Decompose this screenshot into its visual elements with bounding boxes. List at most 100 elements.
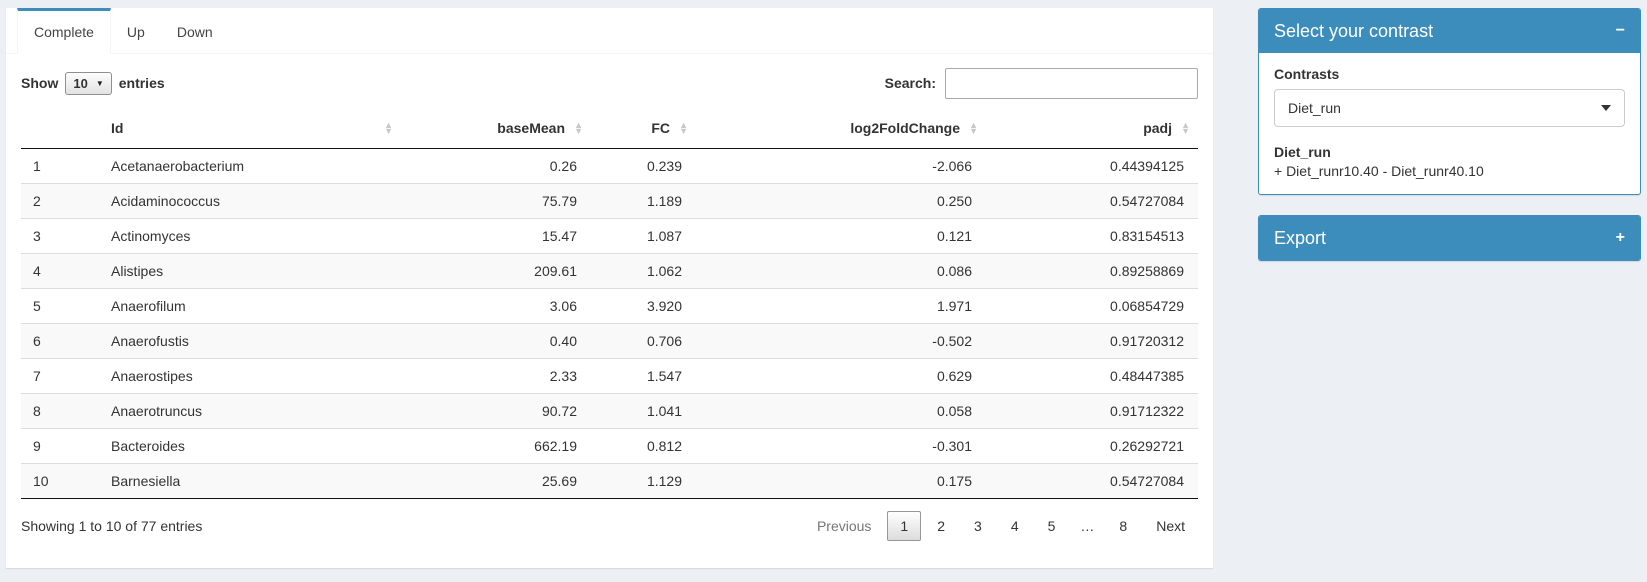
search-input[interactable] xyxy=(945,67,1198,99)
cell-log2foldchange: 0.629 xyxy=(696,358,986,394)
table-header-row: Id ▲ ▼ baseMean ▲ ▼ FC ▲ ▼ log2FoldChange ▲… xyxy=(21,108,1198,149)
cell-id: Acetanaerobacterium xyxy=(101,148,401,184)
row-index: 2 xyxy=(21,183,101,219)
contrasts-label: Contrasts xyxy=(1274,66,1340,82)
results-tabbox: Complete Up Down Show 10 ▼ entries Searc… xyxy=(6,8,1213,568)
cell-basemean: 2.33 xyxy=(401,358,591,394)
table-row[interactable]: 3 Actinomyces 15.47 1.087 0.121 0.831545… xyxy=(21,218,1198,254)
cell-id: Actinomyces xyxy=(101,218,401,254)
tab-complete[interactable]: Complete xyxy=(17,8,111,54)
export-box: Export + xyxy=(1258,215,1641,261)
cell-padj: 0.06854729 xyxy=(986,288,1198,324)
contrast-box-header: Select your contrast − xyxy=(1259,9,1640,53)
pagination-page[interactable]: 5 xyxy=(1047,518,1056,534)
sort-icon: ▲ ▼ xyxy=(1181,120,1190,136)
expand-plus-icon[interactable]: + xyxy=(1615,229,1625,246)
page-length-value: 10 xyxy=(73,75,88,91)
cell-fc: 3.920 xyxy=(591,288,696,324)
pagination-previous[interactable]: Previous xyxy=(816,518,872,534)
cell-log2foldchange: -2.066 xyxy=(696,148,986,184)
column-header-index xyxy=(21,108,101,149)
cell-padj: 0.89258869 xyxy=(986,253,1198,289)
table-panel: Show 10 ▼ entries Search: Id ▲ ▼ xyxy=(6,54,1213,556)
cell-id: Anaerofilum xyxy=(101,288,401,324)
cell-id: Anaerofustis xyxy=(101,323,401,359)
contrast-select[interactable]: Diet_run xyxy=(1274,89,1625,127)
contrast-box: Select your contrast − Contrasts Diet_ru… xyxy=(1258,8,1641,195)
cell-log2foldchange: -0.301 xyxy=(696,428,986,464)
table-row[interactable]: 9 Bacteroides 662.19 0.812 -0.301 0.2629… xyxy=(21,428,1198,464)
cell-id: Anaerotruncus xyxy=(101,393,401,429)
cell-id: Alistipes xyxy=(101,253,401,289)
table-row[interactable]: 4 Alistipes 209.61 1.062 0.086 0.8925886… xyxy=(21,253,1198,289)
search-label: Search: xyxy=(884,75,936,91)
sidebar-panel: Select your contrast − Contrasts Diet_ru… xyxy=(1258,8,1641,281)
caret-down-icon xyxy=(1601,105,1611,111)
cell-padj: 0.83154513 xyxy=(986,218,1198,254)
cell-padj: 0.26292721 xyxy=(986,428,1198,464)
column-header-log2foldchange[interactable]: log2FoldChange ▲ ▼ xyxy=(696,108,986,149)
sort-icon: ▲ ▼ xyxy=(679,120,688,136)
pagination-page[interactable]: 1 xyxy=(887,511,922,541)
column-header-padj[interactable]: padj ▲ ▼ xyxy=(986,108,1198,149)
export-box-header: Export + xyxy=(1259,216,1640,260)
tab-up[interactable]: Up xyxy=(126,24,145,40)
pagination-next[interactable]: Next xyxy=(1156,518,1185,534)
cell-id: Barnesiella xyxy=(101,463,401,499)
pagination-page[interactable]: 3 xyxy=(974,518,982,534)
column-header-label: padj xyxy=(1143,120,1172,136)
page-length-select[interactable]: 10 ▼ xyxy=(65,71,112,95)
cell-fc: 1.129 xyxy=(591,463,696,499)
cell-padj: 0.54727084 xyxy=(986,463,1198,499)
pagination-page[interactable]: 8 xyxy=(1119,518,1128,534)
search-control: Search: xyxy=(884,67,1198,99)
cell-log2foldchange: 0.121 xyxy=(696,218,986,254)
cell-fc: 0.812 xyxy=(591,428,696,464)
cell-basemean: 3.06 xyxy=(401,288,591,324)
cell-basemean: 25.69 xyxy=(401,463,591,499)
cell-fc: 0.239 xyxy=(591,148,696,184)
page-length-control: Show 10 ▼ entries xyxy=(21,71,165,95)
row-index: 7 xyxy=(21,358,101,394)
column-header-label: baseMean xyxy=(497,120,565,136)
sort-icon: ▲ ▼ xyxy=(969,120,978,136)
table-row[interactable]: 8 Anaerotruncus 90.72 1.041 0.058 0.9171… xyxy=(21,393,1198,429)
cell-basemean: 90.72 xyxy=(401,393,591,429)
cell-log2foldchange: 0.250 xyxy=(696,183,986,219)
row-index: 10 xyxy=(21,463,101,499)
pagination-page[interactable]: 2 xyxy=(937,518,946,534)
tab-down[interactable]: Down xyxy=(176,24,213,40)
column-header-basemean[interactable]: baseMean ▲ ▼ xyxy=(401,108,591,149)
row-index: 9 xyxy=(21,428,101,464)
column-header-fc[interactable]: FC ▲ ▼ xyxy=(591,108,696,149)
table-row[interactable]: 6 Anaerofustis 0.40 0.706 -0.502 0.91720… xyxy=(21,323,1198,359)
contrast-select-value: Diet_run xyxy=(1288,100,1341,116)
cell-id: Anaerostipes xyxy=(101,358,401,394)
table-row[interactable]: 7 Anaerostipes 2.33 1.547 0.629 0.484473… xyxy=(21,358,1198,394)
collapse-minus-icon[interactable]: − xyxy=(1615,22,1625,39)
table-row[interactable]: 2 Acidaminococcus 75.79 1.189 0.250 0.54… xyxy=(21,183,1198,219)
tab-nav: Complete Up Down xyxy=(6,8,1213,54)
pagination-page[interactable]: 4 xyxy=(1010,518,1019,534)
table-row[interactable]: 1 Acetanaerobacterium 0.26 0.239 -2.066 … xyxy=(21,148,1198,184)
pagination-page[interactable]: … xyxy=(1080,518,1095,534)
column-header-id[interactable]: Id ▲ ▼ xyxy=(101,108,401,149)
sort-icon: ▲ ▼ xyxy=(574,120,583,136)
row-index: 8 xyxy=(21,393,101,429)
sort-icon: ▲ ▼ xyxy=(384,120,393,136)
table-row[interactable]: 10 Barnesiella 25.69 1.129 0.175 0.54727… xyxy=(21,463,1198,499)
caret-down-icon: ▼ xyxy=(95,78,104,88)
cell-id: Bacteroides xyxy=(101,428,401,464)
row-index: 3 xyxy=(21,218,101,254)
cell-basemean: 209.61 xyxy=(401,253,591,289)
contrast-name: Diet_run xyxy=(1274,144,1331,160)
row-index: 1 xyxy=(21,148,101,184)
cell-fc: 0.706 xyxy=(591,323,696,359)
column-header-label: Id xyxy=(111,120,124,136)
table-row[interactable]: 5 Anaerofilum 3.06 3.920 1.971 0.0685472… xyxy=(21,288,1198,324)
cell-log2foldchange: 0.086 xyxy=(696,253,986,289)
cell-basemean: 0.26 xyxy=(401,148,591,184)
cell-fc: 1.547 xyxy=(591,358,696,394)
cell-basemean: 0.40 xyxy=(401,323,591,359)
cell-id: Acidaminococcus xyxy=(101,183,401,219)
